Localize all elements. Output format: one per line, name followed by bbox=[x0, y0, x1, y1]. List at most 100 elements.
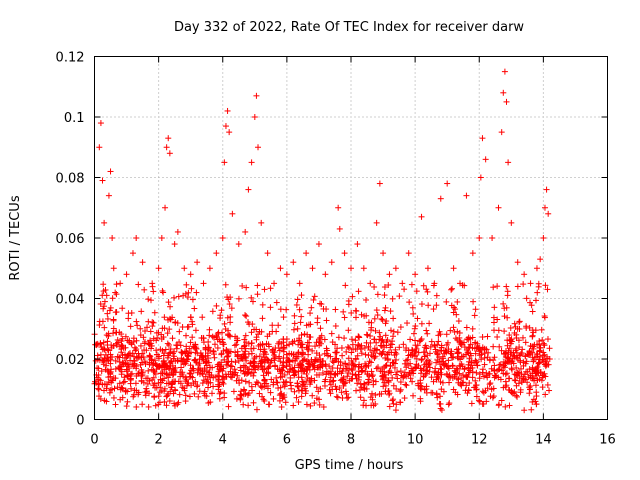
data-point bbox=[503, 370, 510, 377]
data-point bbox=[514, 393, 521, 400]
data-point bbox=[397, 324, 404, 331]
data-point bbox=[332, 370, 339, 377]
data-point bbox=[206, 265, 213, 272]
data-point bbox=[113, 281, 120, 288]
data-point bbox=[434, 356, 441, 363]
data-point bbox=[303, 250, 310, 257]
data-point bbox=[283, 378, 290, 385]
data-point bbox=[248, 345, 255, 352]
data-point bbox=[113, 291, 120, 298]
data-point bbox=[181, 265, 188, 272]
data-point bbox=[465, 336, 472, 343]
data-point bbox=[298, 332, 305, 339]
data-point bbox=[424, 265, 431, 272]
data-point bbox=[544, 381, 551, 388]
data-point bbox=[200, 339, 207, 346]
data-point bbox=[356, 361, 363, 368]
data-point bbox=[161, 360, 168, 367]
data-point bbox=[426, 368, 433, 375]
data-point bbox=[363, 339, 370, 346]
data-point bbox=[503, 98, 510, 105]
data-point bbox=[138, 308, 145, 315]
data-point bbox=[246, 366, 253, 373]
data-point bbox=[344, 395, 351, 402]
data-point bbox=[530, 345, 537, 352]
data-point bbox=[259, 301, 266, 308]
data-point bbox=[529, 354, 536, 361]
data-point bbox=[327, 381, 334, 388]
data-point bbox=[434, 394, 441, 401]
data-point bbox=[521, 407, 528, 414]
data-point bbox=[182, 398, 189, 405]
data-point bbox=[227, 333, 234, 340]
data-point bbox=[199, 380, 206, 387]
data-point bbox=[263, 351, 270, 358]
data-point bbox=[161, 385, 168, 392]
data-point bbox=[373, 339, 380, 346]
data-point bbox=[541, 361, 548, 368]
data-point bbox=[345, 394, 352, 401]
data-point bbox=[503, 283, 510, 290]
data-point bbox=[240, 401, 247, 408]
data-point bbox=[261, 359, 268, 366]
data-point bbox=[412, 323, 419, 330]
data-point bbox=[107, 168, 114, 175]
x-tick-label: 4 bbox=[219, 433, 227, 448]
data-point bbox=[341, 314, 348, 321]
data-point bbox=[222, 281, 229, 288]
data-point bbox=[199, 354, 206, 361]
data-point bbox=[319, 369, 326, 376]
data-point bbox=[264, 356, 271, 363]
data-point bbox=[522, 376, 529, 383]
data-point bbox=[176, 339, 183, 346]
data-point bbox=[147, 297, 154, 304]
data-point bbox=[489, 235, 496, 241]
data-point bbox=[244, 319, 251, 326]
data-point bbox=[454, 298, 461, 305]
data-point bbox=[278, 403, 285, 410]
data-point bbox=[241, 342, 248, 349]
data-point bbox=[412, 271, 419, 278]
data-point bbox=[338, 344, 345, 351]
data-point bbox=[258, 328, 265, 335]
data-point bbox=[101, 345, 108, 352]
data-point bbox=[188, 367, 195, 374]
data-point bbox=[301, 331, 308, 338]
data-point bbox=[234, 348, 241, 355]
data-point bbox=[256, 390, 263, 397]
data-point bbox=[401, 395, 408, 402]
data-point bbox=[248, 340, 255, 347]
data-point bbox=[114, 384, 121, 391]
data-point bbox=[371, 354, 378, 361]
data-point bbox=[472, 350, 479, 357]
data-point bbox=[110, 325, 117, 332]
data-point bbox=[338, 389, 345, 396]
data-point bbox=[332, 306, 339, 313]
data-point bbox=[182, 392, 189, 399]
data-point bbox=[508, 336, 515, 343]
data-point bbox=[227, 313, 234, 320]
data-point bbox=[114, 336, 121, 343]
data-point bbox=[99, 292, 106, 299]
data-point bbox=[335, 334, 342, 341]
data-point bbox=[372, 392, 379, 399]
data-point bbox=[510, 352, 517, 359]
data-point bbox=[167, 316, 174, 323]
data-point bbox=[485, 370, 492, 377]
data-point bbox=[295, 350, 302, 357]
data-point bbox=[238, 354, 245, 361]
data-point bbox=[438, 371, 445, 378]
data-point bbox=[258, 219, 265, 226]
data-point bbox=[523, 323, 530, 330]
data-point bbox=[166, 398, 173, 405]
data-point bbox=[133, 403, 140, 410]
data-point bbox=[282, 399, 289, 406]
data-point bbox=[159, 287, 166, 294]
data-point bbox=[436, 400, 443, 407]
data-point bbox=[159, 347, 166, 354]
data-point bbox=[498, 129, 505, 136]
data-point bbox=[120, 379, 127, 386]
data-point bbox=[205, 369, 212, 376]
data-point bbox=[225, 403, 232, 410]
data-point bbox=[119, 385, 126, 392]
